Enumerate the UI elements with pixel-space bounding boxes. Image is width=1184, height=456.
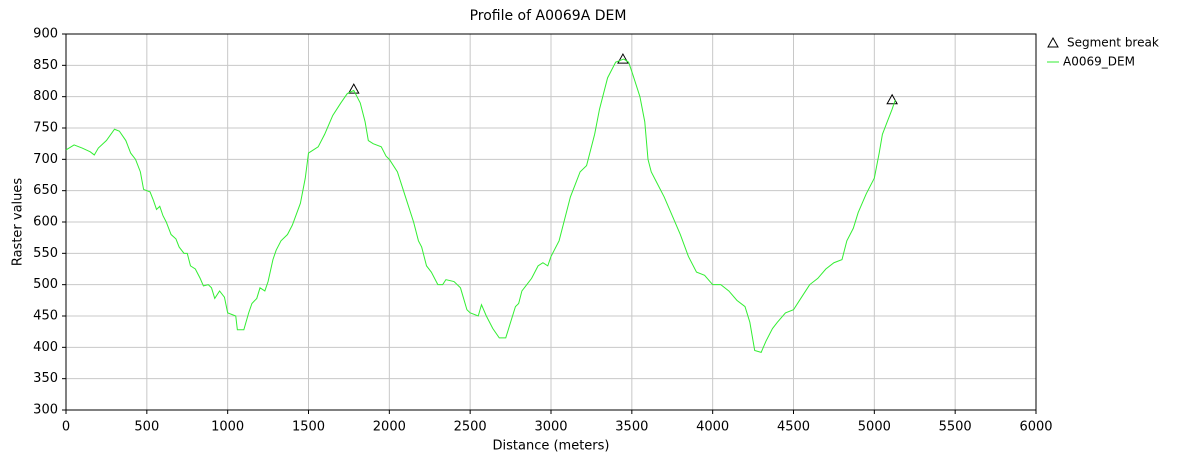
x-axis-label: Distance (meters) [493,439,610,454]
legend-label: A0069_DEM [1063,55,1135,69]
y-tick-label: 550 [33,246,58,261]
segment-break-marker [886,93,898,105]
y-tick-label: 600 [33,215,58,230]
x-tick-label: 1500 [292,420,325,435]
y-tick-label: 350 [33,371,58,386]
y-tick-label: 900 [33,27,58,42]
x-tick-label: 2000 [373,420,406,435]
x-tick-label: 4500 [777,420,810,435]
x-tick-label: 1000 [211,420,244,435]
plot-frame [65,33,1037,411]
legend-marker [1047,36,1059,48]
y-tick-label: 300 [33,403,58,418]
y-tick-label: 700 [33,152,58,167]
segment-break-marker [347,83,360,94]
x-tick-label: 5500 [939,420,972,435]
y-tick-label: 800 [33,89,58,104]
x-tick-label: 2500 [454,420,487,435]
x-tick-label: 0 [62,420,70,435]
y-tick-label: 450 [33,309,58,324]
x-tick-label: 5000 [858,420,891,435]
x-tick-label: 4000 [696,420,729,435]
segment-break-marker [617,53,629,64]
chart-title: Profile of A0069A DEM [470,8,627,24]
y-tick-label: 650 [33,183,58,198]
x-tick-label: 3000 [534,420,567,435]
y-tick-label: 500 [33,277,58,292]
x-tick-label: 6000 [1019,420,1052,435]
x-tick-label: 3500 [615,420,648,435]
y-tick-label: 850 [33,58,58,73]
profile-line [65,58,896,353]
y-axis-label: Raster values [11,178,26,267]
legend-label: Segment break [1067,36,1159,50]
x-tick-label: 500 [134,420,159,435]
y-tick-label: 400 [33,340,58,355]
y-tick-label: 750 [33,121,58,136]
